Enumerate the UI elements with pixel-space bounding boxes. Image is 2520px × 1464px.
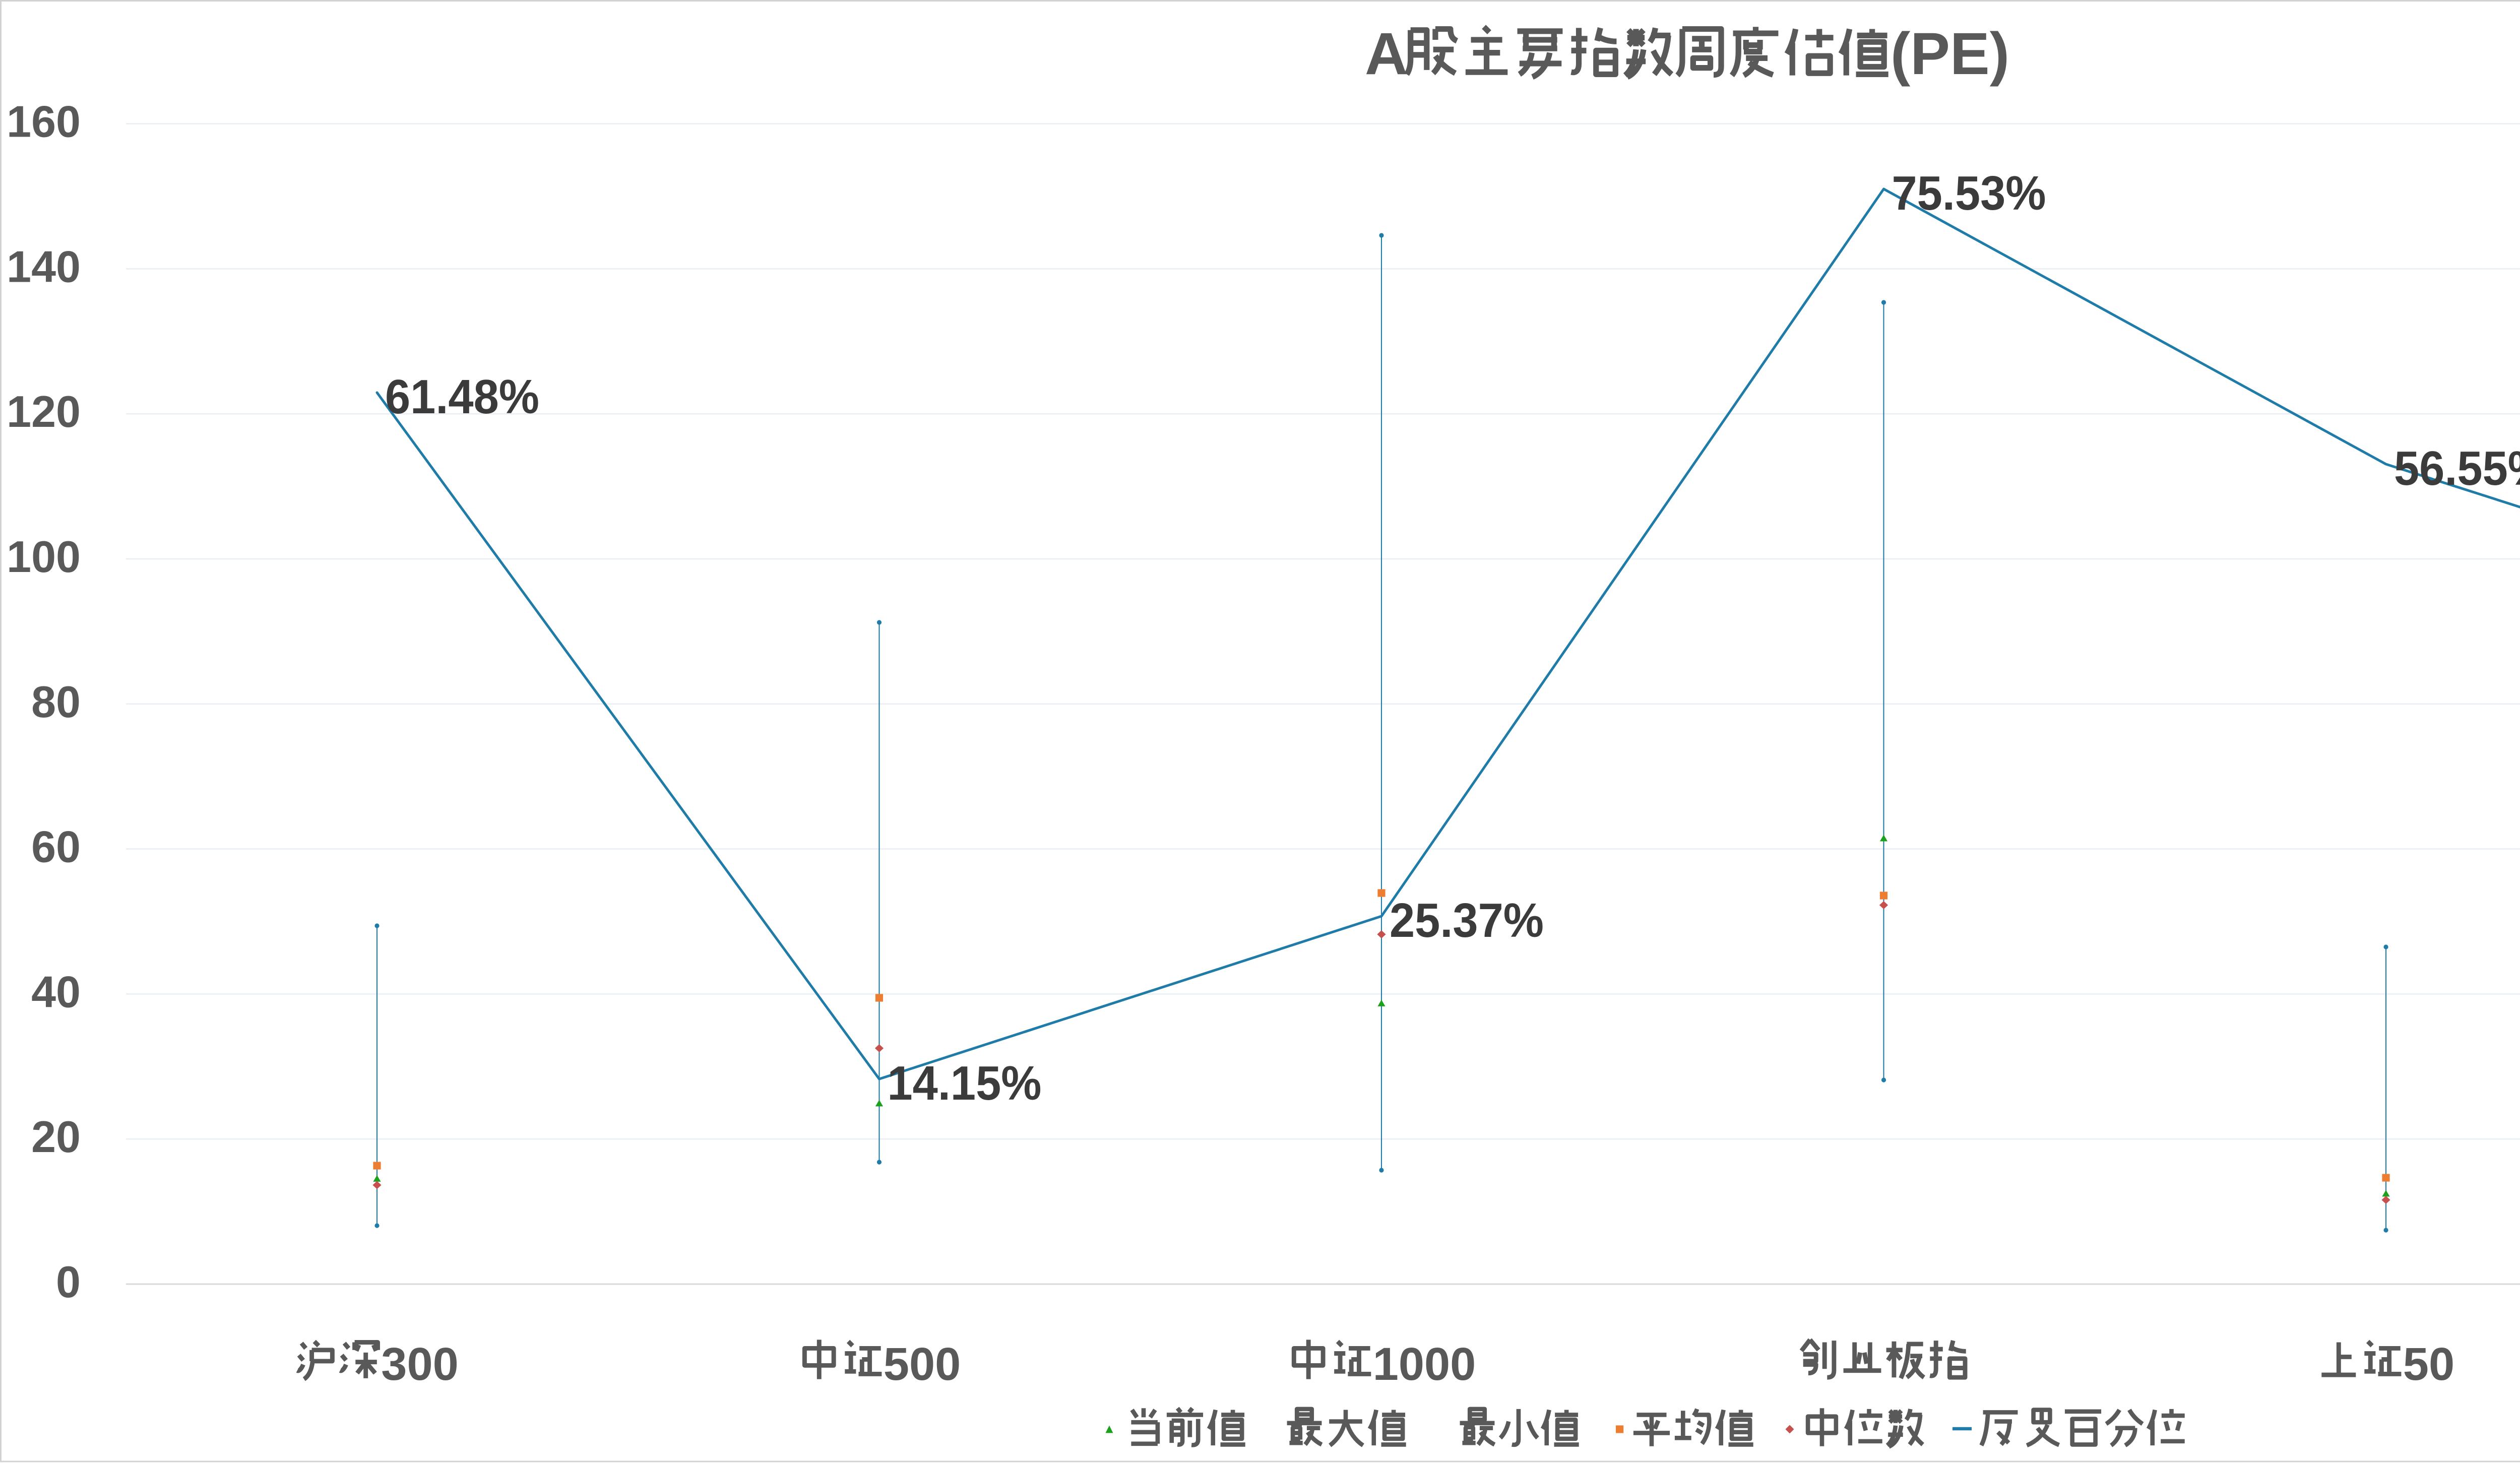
svg-text:120: 120 xyxy=(7,387,81,436)
svg-text:80: 80 xyxy=(31,677,81,727)
svg-text:A: A xyxy=(1365,21,1408,87)
svg-text:140: 140 xyxy=(7,241,81,291)
svg-text:500: 500 xyxy=(884,1339,961,1390)
svg-text:300: 300 xyxy=(381,1339,459,1390)
svg-text:14.15%: 14.15% xyxy=(888,1056,1042,1110)
svg-text:75.53%: 75.53% xyxy=(1892,166,2046,220)
svg-text:100: 100 xyxy=(7,532,81,582)
svg-text:1000: 1000 xyxy=(1373,1339,1476,1390)
svg-text:160: 160 xyxy=(7,97,81,147)
svg-text:60: 60 xyxy=(31,822,81,872)
svg-text:50: 50 xyxy=(2403,1339,2454,1390)
svg-text:20: 20 xyxy=(31,1112,81,1162)
svg-text:(PE): (PE) xyxy=(1891,21,2009,87)
svg-text:61.48%: 61.48% xyxy=(385,370,539,424)
svg-text:25.37%: 25.37% xyxy=(1390,894,1544,947)
svg-text:0: 0 xyxy=(56,1257,81,1307)
svg-text:56.55%: 56.55% xyxy=(2394,441,2520,495)
svg-text:40: 40 xyxy=(31,967,81,1016)
